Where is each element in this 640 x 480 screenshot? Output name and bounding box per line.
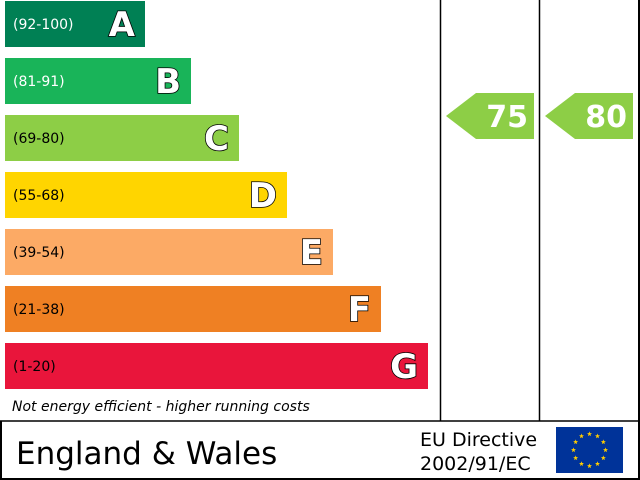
eu-flag-icon — [556, 427, 623, 473]
band-bar-d — [5, 172, 287, 218]
band-range-f: (21-38) — [13, 302, 65, 318]
current-rating-arrow — [446, 93, 534, 139]
band-letter-c: C — [204, 119, 229, 159]
eu-star — [571, 447, 576, 453]
eu-star — [573, 439, 579, 445]
band-bar-g — [5, 343, 428, 389]
rating-bands: (92-100) A (81-91) B (69-80) C (55-68) D (39-54)… — [5, 1, 428, 389]
band-range-b: (81-91) — [13, 74, 65, 90]
current-rating-value: 75 — [486, 100, 528, 135]
eu-star — [600, 439, 606, 445]
eu-star — [579, 433, 584, 439]
band-letter-g: G — [390, 347, 418, 387]
band-range-c: (69-80) — [13, 131, 65, 147]
band-letter-b: B — [155, 62, 181, 102]
eu-star — [603, 447, 608, 453]
eu-star — [595, 433, 600, 439]
eu-star — [579, 461, 584, 466]
eu-star — [600, 455, 606, 461]
eu-star — [573, 455, 579, 461]
directive-line-2: 2002/91/EC — [420, 453, 531, 475]
band-range-a: (92-100) — [13, 17, 74, 33]
band-bar-b — [5, 58, 191, 104]
band-bar-f — [5, 286, 381, 332]
region-label: England & Wales — [16, 436, 277, 472]
eu-stars — [571, 431, 608, 469]
band-letter-e: E — [300, 233, 323, 273]
eu-star — [587, 431, 592, 437]
band-letter-f: F — [348, 290, 371, 330]
band-range-g: (1-20) — [13, 359, 56, 375]
band-bar-a — [5, 1, 145, 47]
band-range-d: (55-68) — [13, 188, 65, 204]
band-bar-c — [5, 115, 239, 161]
potential-rating-value: 80 — [585, 100, 627, 135]
band-bar-e — [5, 229, 333, 275]
potential-rating-arrow — [545, 93, 633, 139]
score-arrows: 75 80 — [446, 93, 633, 139]
eu-star — [587, 463, 592, 469]
band-letter-a: A — [109, 5, 136, 45]
footnote-text: Not energy efficient - higher running co… — [12, 399, 310, 415]
band-letter-d: D — [249, 176, 277, 216]
band-range-e: (39-54) — [13, 245, 65, 261]
eu-star — [595, 461, 600, 466]
directive-line-1: EU Directive — [420, 429, 537, 451]
